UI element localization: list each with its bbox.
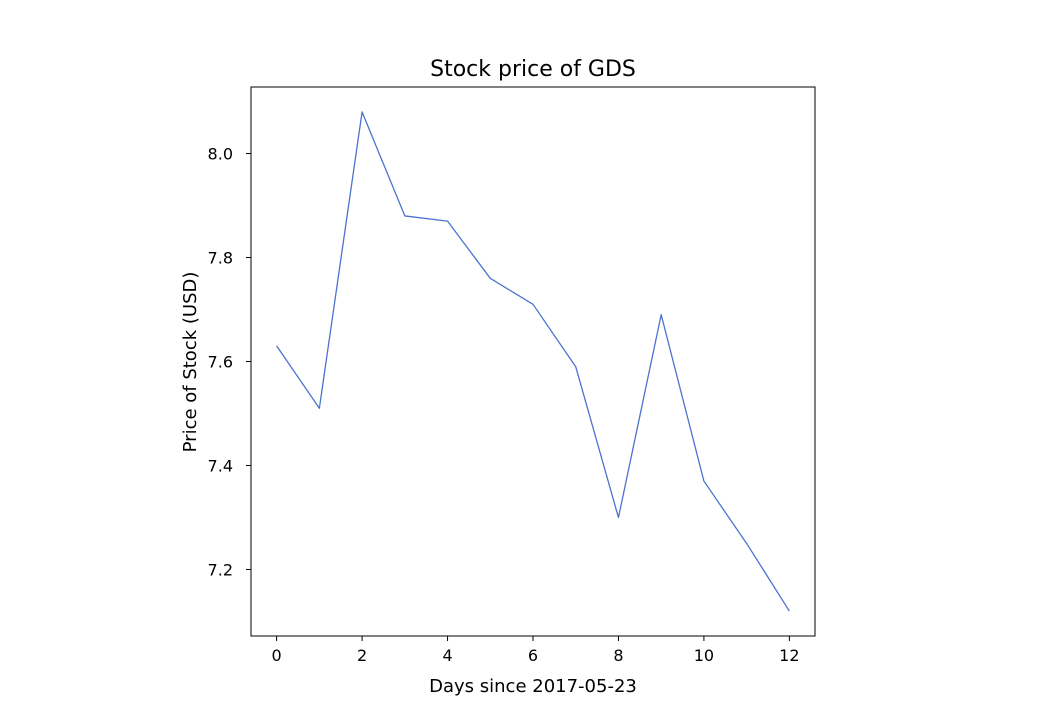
plot-area-frame xyxy=(250,86,816,637)
y-axis-ticks: 7.2 7.4 7.6 7.8 8.0 xyxy=(208,145,251,579)
series-layer xyxy=(276,111,790,612)
y-axis-label: Price of Stock (USD) xyxy=(180,272,201,453)
y-tick-label: 7.4 xyxy=(208,456,233,475)
x-axis-ticks: 0 2 4 6 8 10 12 xyxy=(272,636,800,665)
x-tick-label: 4 xyxy=(442,646,452,665)
x-tick-label: 6 xyxy=(528,646,538,665)
x-tick-label: 0 xyxy=(272,646,282,665)
y-tick-label: 8.0 xyxy=(208,145,233,164)
x-axis-label: Days since 2017-05-23 xyxy=(429,676,637,697)
chart-title: Stock price of GDS xyxy=(430,57,636,82)
y-tick-label: 7.6 xyxy=(208,353,233,372)
series-line-gds xyxy=(276,111,790,612)
x-tick-label: 8 xyxy=(613,646,623,665)
x-tick-label: 10 xyxy=(694,646,714,665)
y-tick-label: 7.8 xyxy=(208,249,233,268)
y-tick-label: 7.2 xyxy=(208,560,233,579)
x-tick-label: 2 xyxy=(357,646,367,665)
x-tick-label: 12 xyxy=(779,646,799,665)
